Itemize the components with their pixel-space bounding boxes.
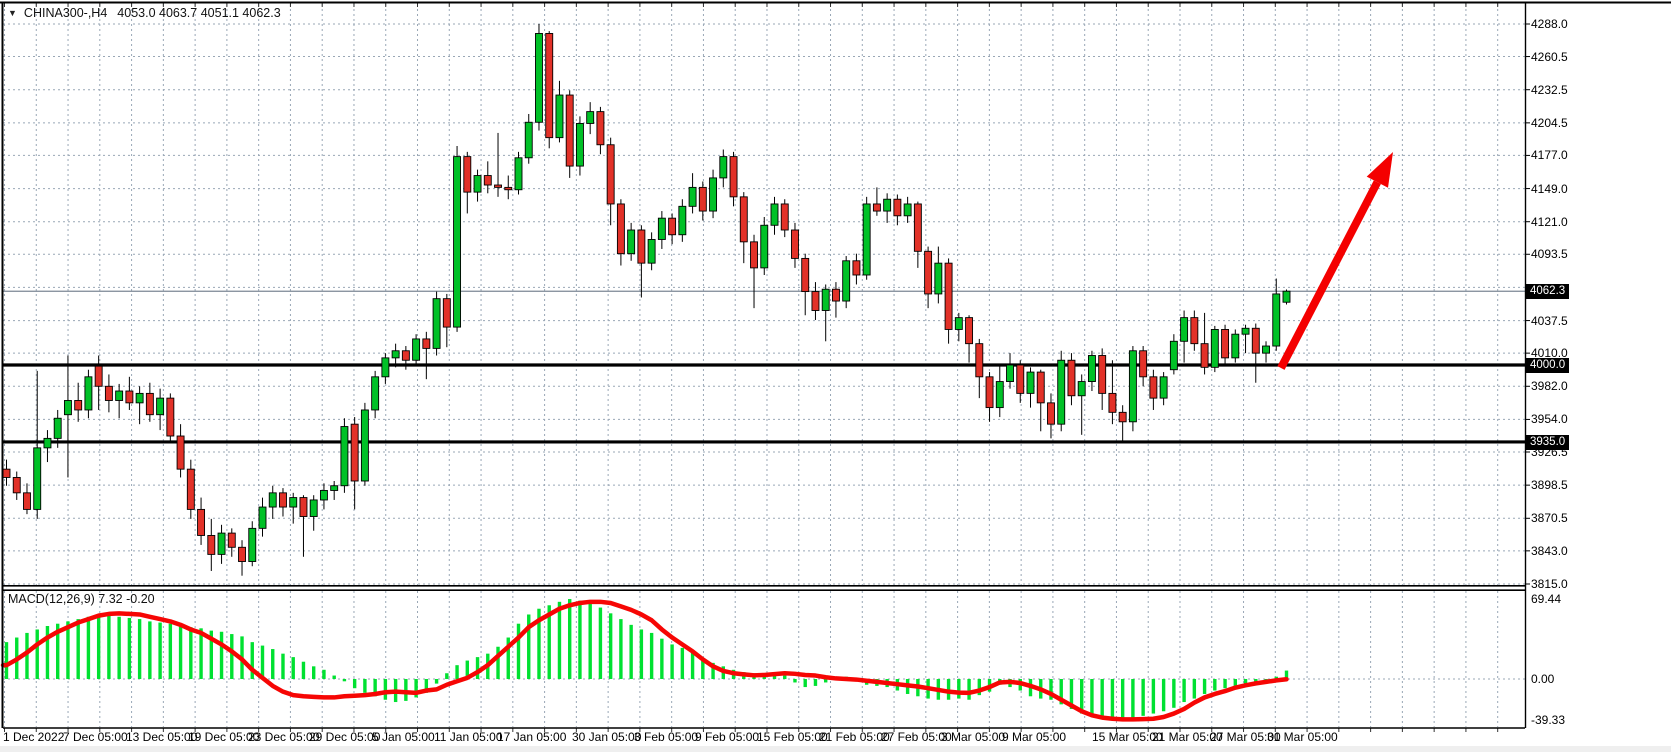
price-axis-label: 3843.0 (1531, 543, 1568, 558)
price-axis-label: 4010.0 (1531, 346, 1568, 361)
price-axis-label: 3954.0 (1531, 412, 1568, 427)
price-axis-label: 3870.5 (1531, 511, 1568, 526)
macd-scale-max-label: 69.44 (1531, 592, 1562, 606)
time-axis-label: 15 Mar 05:00 (1092, 730, 1163, 744)
time-axis-label: 1 Dec 2022 (3, 730, 65, 744)
time-axis-label: 21 Mar 05:00 (1152, 730, 1223, 744)
macd-signal-line (0, 599, 1289, 722)
price-axis-label: 4093.5 (1531, 247, 1568, 262)
time-axis-label: 27 Feb 05:00 (881, 730, 952, 744)
macd-scale-zero-label: 0.00 (1531, 672, 1555, 686)
time-axis-label: 7 Dec 05:00 (63, 730, 128, 744)
price-tag-level-4000: 4000.0 (1526, 358, 1570, 373)
time-axis-label: 31 Mar 05:00 (1267, 730, 1338, 744)
time-axis-label: 27 Mar 05:00 (1210, 730, 1281, 744)
price-axis-label: 3898.5 (1531, 478, 1568, 493)
time-axis-label: 23 Dec 05:00 (248, 730, 320, 744)
macd-scale-min-label: -39.33 (1531, 713, 1566, 727)
time-axis-label: 3 Mar 05:00 (941, 730, 1006, 744)
chart-title-bar: ▼ CHINA300-,H4 4053.0 4063.7 4051.1 4062.3 (8, 6, 281, 20)
grid-layer (3, 3, 1530, 732)
time-axis-label: 5 Jan 05:00 (372, 730, 435, 744)
price-axis-label: 4232.5 (1531, 82, 1568, 97)
trend-arrow-annotation[interactable] (1277, 152, 1393, 370)
frame-layer (0, 1, 1671, 729)
time-axis-label: 9 Mar 05:00 (1002, 730, 1067, 744)
price-axis-label: 4037.5 (1531, 313, 1568, 328)
price-axis-label: 3815.0 (1531, 577, 1568, 591)
time-axis-label: 15 Feb 05:00 (757, 730, 828, 744)
macd-layer (0, 599, 1289, 722)
chevron-down-icon: ▼ (8, 8, 17, 18)
price-axis-label: 3982.0 (1531, 379, 1568, 394)
candles-layer (2, 24, 1525, 576)
time-axis-label: 9 Feb 05:00 (695, 730, 760, 744)
current-price-tag: 4062.3 (1526, 284, 1570, 299)
price-axis-label: 4177.0 (1531, 148, 1568, 163)
window-bottom-strip (0, 746, 1671, 752)
price-axis-label: 4204.5 (1531, 115, 1568, 130)
time-axis-label: 3 Feb 05:00 (634, 730, 699, 744)
price-axis-label: 4288.0 (1531, 17, 1568, 31)
time-axis-label: 21 Feb 05:00 (819, 730, 890, 744)
time-axis-label: 19 Dec 05:00 (188, 730, 260, 744)
ohlc-values-label: 4053.0 4063.7 4051.1 4062.3 (117, 6, 281, 20)
price-axis-label: 4149.0 (1531, 181, 1568, 196)
symbol-period-label: CHINA300-,H4 (23, 6, 108, 20)
time-axis-label: 13 Dec 05:00 (126, 730, 198, 744)
price-tag-level-3935: 3935.0 (1526, 435, 1570, 450)
time-axis-label: 29 Dec 05:00 (309, 730, 381, 744)
macd-indicator-label: MACD(12,26,9) 7.32 -0.20 (8, 592, 155, 606)
time-axis-label: 30 Jan 05:00 (572, 730, 642, 744)
time-axis-label: 17 Jan 05:00 (497, 730, 567, 744)
time-axis-label: 11 Jan 05:00 (434, 730, 503, 744)
price-axis-label: 4260.5 (1531, 49, 1568, 64)
price-axis-label: 4121.0 (1531, 214, 1568, 229)
